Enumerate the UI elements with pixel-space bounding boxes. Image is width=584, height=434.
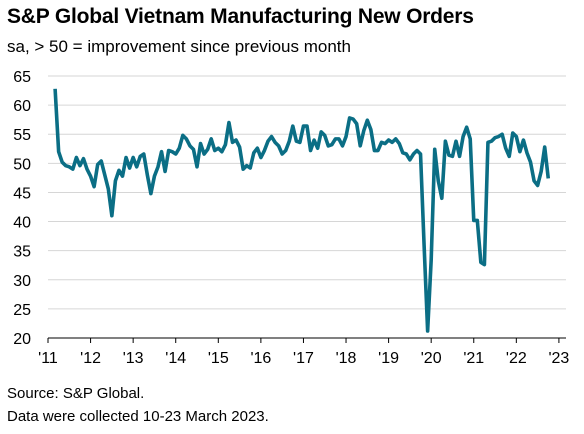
y-tick-label: 25 [13, 302, 31, 319]
x-tick-label: '15 [208, 350, 229, 367]
x-tick-label: '23 [548, 350, 569, 367]
x-tick-label: '12 [80, 350, 101, 367]
y-axis-ticks: 20 25 30 35 40 45 50 55 60 65 [13, 69, 31, 348]
y-tick-label: 35 [13, 244, 31, 261]
x-axis-ticks: '11 '12 '13 '14 '15 '16 '17 '18 '19 '20 '21 '22 '23 [38, 338, 569, 367]
y-tick-label: 20 [13, 331, 31, 348]
y-tick-label: 65 [13, 69, 31, 86]
y-tick-label: 60 [13, 98, 31, 115]
y-tick-label: 30 [13, 273, 31, 290]
gridlines [48, 75, 566, 310]
x-tick-label: '19 [378, 350, 399, 367]
chart-subtitle: sa, > 50 = improvement since previous mo… [7, 37, 351, 56]
x-tick-label: '13 [123, 350, 144, 367]
y-tick-label: 50 [13, 156, 31, 173]
y-tick-label: 40 [13, 215, 31, 232]
x-tick-label: '16 [250, 350, 271, 367]
series-line-0 [53, 88, 551, 333]
source-note: Source: S&P Global. [7, 385, 145, 402]
chart-title: S&P Global Vietnam Manufacturing New Ord… [7, 5, 474, 28]
y-tick-label: 55 [13, 127, 31, 144]
x-tick-label: '18 [336, 350, 357, 367]
x-tick-label: '20 [421, 350, 442, 367]
x-tick-label: '14 [165, 350, 186, 367]
collection-note: Data were collected 10-23 March 2023. [7, 408, 269, 425]
x-tick-label: '21 [463, 350, 484, 367]
y-tick-label: 45 [13, 185, 31, 202]
x-tick-label: '22 [506, 350, 527, 367]
x-tick-label: '17 [293, 350, 314, 367]
x-tick-label: '11 [38, 350, 58, 367]
series-layer [53, 88, 551, 333]
